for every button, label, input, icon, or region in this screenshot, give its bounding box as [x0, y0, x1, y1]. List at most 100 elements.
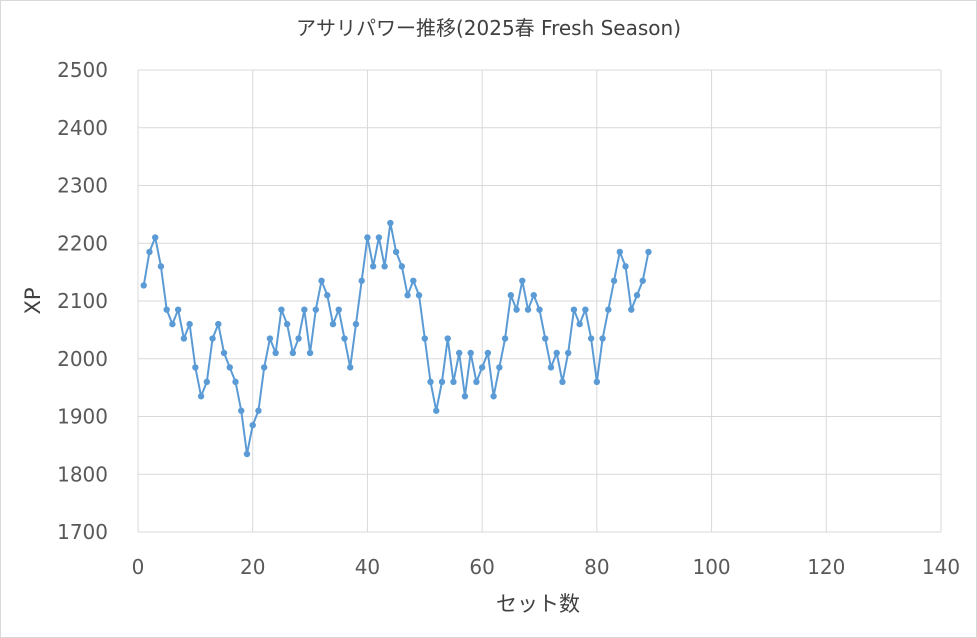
data-point [301, 306, 308, 313]
data-point [605, 306, 612, 313]
data-point [467, 349, 474, 357]
data-point [582, 306, 589, 313]
data-point [404, 292, 411, 299]
data-point [169, 320, 176, 328]
chart-title: アサリパワー推移(2025春 Fresh Season) [295, 16, 682, 40]
data-point [490, 393, 497, 400]
data-point [283, 320, 291, 328]
data-point [364, 234, 371, 241]
y-tick-label: 2400 [57, 116, 108, 140]
data-point [324, 292, 331, 299]
data-point [501, 335, 509, 342]
data-point [553, 349, 560, 357]
x-tick-label: 20 [240, 555, 265, 579]
data-point [564, 349, 572, 357]
data-point [570, 306, 578, 313]
data-point [484, 349, 492, 357]
data-point [496, 364, 503, 371]
data-point [255, 407, 262, 414]
x-axis-title: セット数 [496, 592, 580, 616]
data-point [220, 349, 228, 357]
data-point [146, 248, 153, 256]
data-point [157, 263, 165, 270]
x-tick-label: 0 [132, 555, 145, 579]
data-point [639, 277, 646, 284]
data-point [226, 364, 233, 371]
data-point [421, 335, 428, 342]
data-point [507, 292, 515, 299]
data-point [519, 277, 526, 284]
data-point [524, 306, 532, 313]
data-point [197, 393, 205, 400]
data-point [215, 320, 222, 328]
data-point [547, 364, 555, 371]
data-point [628, 306, 635, 313]
data-point [232, 378, 239, 386]
data-point [427, 378, 434, 386]
data-point [513, 306, 520, 313]
data-point [587, 335, 595, 342]
data-point [203, 378, 211, 386]
y-tick-label: 2500 [57, 58, 108, 82]
data-point [266, 335, 274, 342]
gridlines [137, 69, 942, 533]
data-point [478, 364, 486, 371]
data-point [645, 248, 652, 256]
data-point [238, 407, 245, 414]
data-point [415, 292, 423, 299]
data-point [209, 335, 216, 342]
x-tick-label: 140 [922, 555, 960, 579]
data-point [433, 407, 440, 414]
data-point [410, 277, 417, 284]
data-point [392, 248, 400, 256]
data-point [444, 335, 451, 342]
data-point [243, 450, 251, 458]
data-point [456, 349, 463, 357]
data-point [375, 234, 383, 241]
data-point [542, 335, 549, 342]
data-point [610, 277, 618, 284]
data-point [347, 364, 354, 371]
data-point [352, 320, 360, 328]
data-point [387, 219, 394, 227]
data-point [174, 306, 182, 313]
y-tick-label: 1700 [57, 520, 108, 544]
data-point [369, 263, 377, 270]
y-tick-label: 2000 [57, 347, 108, 371]
data-point [295, 335, 302, 342]
axes: 1700 1800 1900 2000 2100 2200 2300 2400 2500 0 20 4… [57, 58, 960, 579]
data-point [312, 306, 320, 313]
x-tick-label: 60 [469, 555, 494, 579]
data-point [186, 320, 193, 328]
data-point [438, 378, 446, 386]
data-point [278, 306, 285, 313]
data-point [318, 277, 325, 284]
x-tick-label: 80 [584, 555, 609, 579]
data-point [335, 306, 342, 313]
data-point [473, 378, 480, 386]
data-point [530, 292, 537, 299]
data-point [398, 263, 406, 270]
x-tick-label: 100 [692, 555, 730, 579]
data-point [593, 378, 601, 386]
x-tick-label: 40 [355, 555, 380, 579]
series-xp [140, 219, 652, 458]
data-point [381, 263, 388, 270]
data-point [536, 306, 543, 313]
data-point [140, 282, 147, 289]
data-point [249, 421, 256, 429]
data-point [163, 306, 170, 313]
y-tick-label: 2300 [57, 174, 108, 198]
data-point [152, 234, 159, 241]
data-point [289, 349, 297, 357]
data-point [450, 378, 457, 386]
data-point [358, 277, 365, 284]
data-point [341, 335, 348, 342]
data-point [576, 320, 583, 328]
y-tick-label: 2200 [57, 231, 108, 255]
data-point [306, 349, 314, 357]
data-point [461, 393, 469, 400]
x-tick-label: 120 [807, 555, 845, 579]
data-point [272, 349, 279, 357]
